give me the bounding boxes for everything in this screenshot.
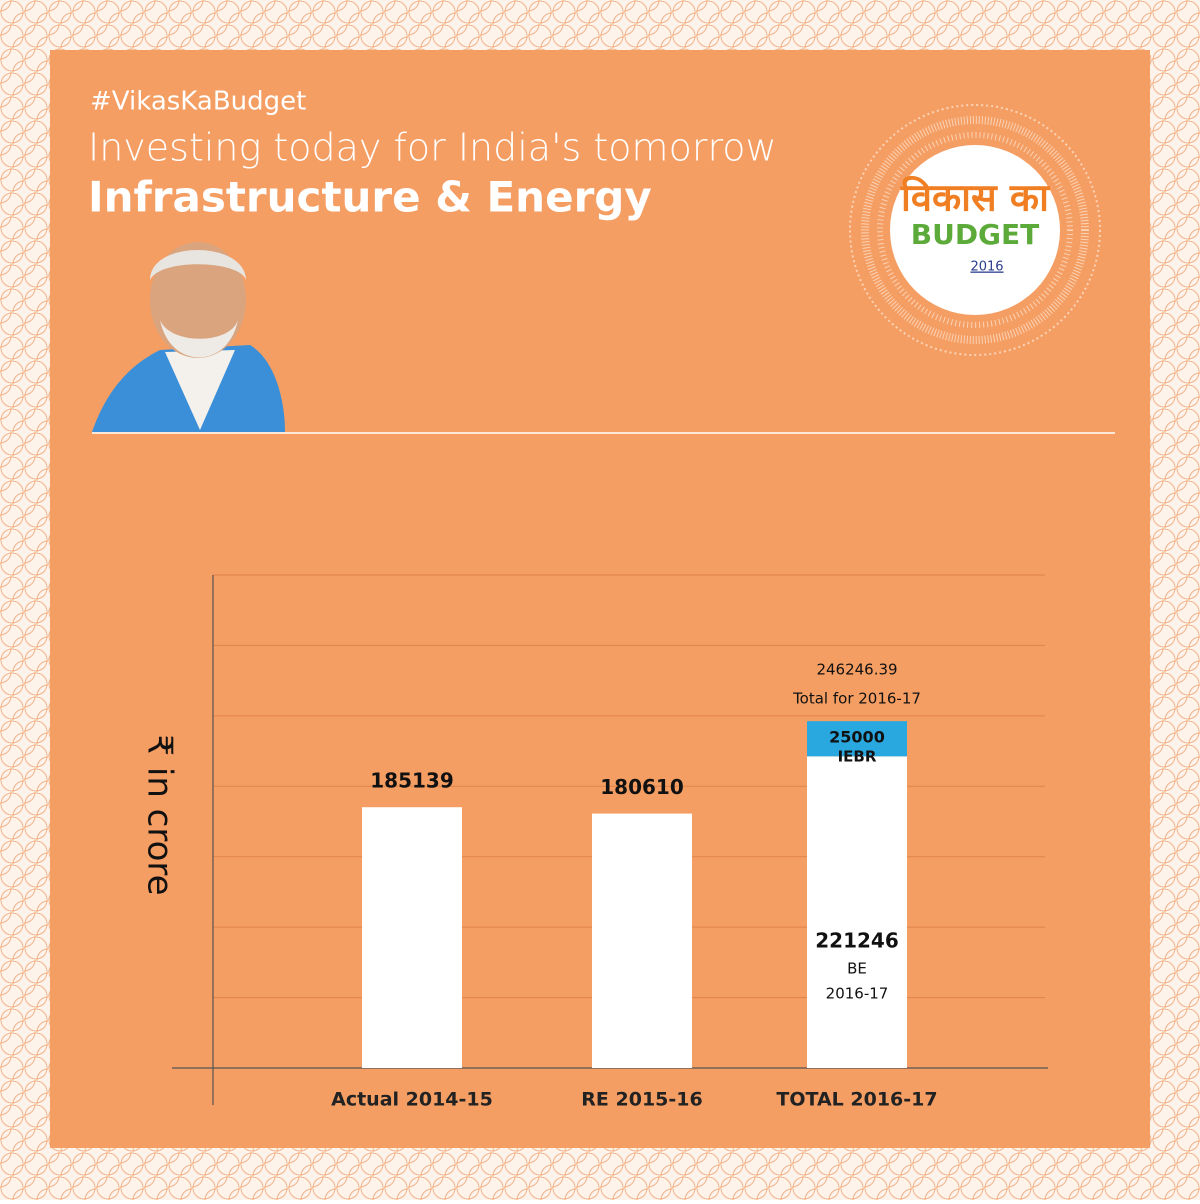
x-tick-label: RE 2015-16 (581, 1089, 702, 1111)
logo-word: BUDGET (911, 218, 1040, 251)
total-caption: Total for 2016-17 (792, 690, 921, 708)
logo-year: 2016 (970, 260, 1003, 275)
x-tick-label: Actual 2014-15 (331, 1089, 493, 1111)
bar-segment (807, 756, 907, 1068)
chart: ₹ in crore Actual 2014-15 185139 RE 2015-16… (140, 574, 1048, 1111)
y-axis-label: ₹ in crore (140, 734, 180, 895)
bar-segment (592, 813, 692, 1068)
value-label: 221246 (815, 929, 899, 953)
segment-label: BE (847, 960, 867, 978)
bar-segment (362, 807, 462, 1068)
x-tick-label: TOTAL 2016-17 (776, 1089, 937, 1111)
title: Investing today for India's tomorrow (88, 126, 777, 170)
value-label: 25000 (829, 728, 885, 747)
hashtag: #VikasKaBudget (90, 87, 306, 117)
logo: विकास का BUDGET 2016 (849, 104, 1101, 356)
value-label: 185139 (370, 769, 454, 793)
logo-hindi: विकास का (900, 176, 1050, 220)
bar-segment (807, 721, 907, 757)
segment-label: IEBR (838, 748, 877, 766)
total-label: 246246.39 (816, 661, 897, 679)
segment-sublabel: 2016-17 (826, 985, 889, 1003)
value-label: 180610 (600, 775, 684, 799)
subtitle: Infrastructure & Energy (88, 173, 652, 222)
portrait (92, 242, 285, 432)
